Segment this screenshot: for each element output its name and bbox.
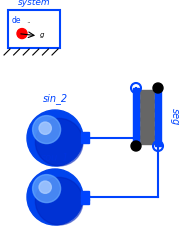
Bar — [81, 190, 89, 195]
Text: system: system — [18, 0, 50, 7]
Bar — [81, 139, 89, 144]
Bar — [135, 130, 139, 135]
Bar — [8, 10, 60, 48]
Bar — [155, 88, 161, 146]
Bar — [155, 95, 159, 99]
Circle shape — [33, 116, 61, 144]
Bar — [133, 88, 139, 146]
Text: de: de — [12, 16, 22, 25]
Circle shape — [131, 141, 141, 151]
Text: sou_1: sou_1 — [41, 152, 69, 163]
Circle shape — [27, 169, 83, 225]
Bar — [137, 90, 157, 144]
Bar — [135, 95, 139, 99]
Circle shape — [39, 181, 51, 193]
Bar — [135, 112, 139, 117]
Bar — [81, 194, 89, 200]
Bar — [155, 103, 159, 108]
Bar — [135, 103, 139, 108]
Bar — [155, 112, 159, 117]
Text: seg: seg — [170, 108, 180, 126]
Circle shape — [35, 118, 83, 166]
Bar — [81, 199, 89, 204]
Bar — [135, 140, 139, 144]
Bar — [155, 122, 159, 126]
Circle shape — [27, 110, 83, 166]
Circle shape — [153, 83, 163, 93]
Bar — [155, 130, 159, 135]
Circle shape — [17, 29, 27, 39]
Circle shape — [33, 175, 61, 203]
Circle shape — [39, 122, 51, 134]
Text: ..: .. — [26, 16, 31, 25]
Bar — [135, 122, 139, 126]
Text: sin_2: sin_2 — [42, 93, 68, 104]
Bar — [155, 140, 159, 144]
Circle shape — [35, 177, 83, 225]
Text: g: g — [40, 32, 45, 38]
Bar — [81, 132, 89, 138]
